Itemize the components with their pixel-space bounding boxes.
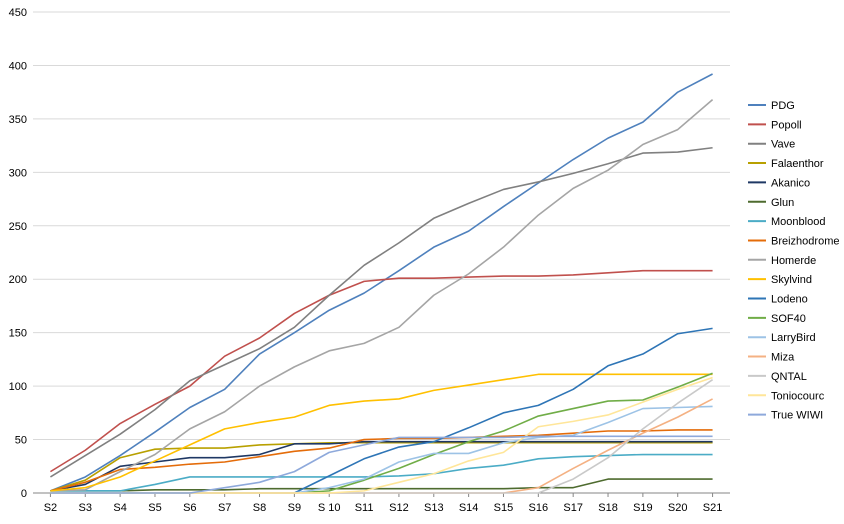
legend-label: Skylvind (771, 274, 812, 286)
y-tick-label: 0 (21, 488, 27, 500)
y-tick-label: 450 (9, 7, 27, 19)
y-tick-label: 300 (9, 167, 27, 179)
series-line-homerde (50, 99, 714, 492)
x-tick-label: S5 (148, 502, 161, 514)
x-tick-label: S20 (668, 502, 688, 514)
y-tick-label: 150 (9, 328, 27, 340)
series-line-falaenthor (50, 441, 713, 492)
x-tick-label: S11 (355, 502, 374, 514)
series-line-moonblood (50, 453, 713, 492)
legend-label: Vave (771, 139, 795, 151)
y-axis-ticks: 0 50 100 150 200 250 300 350 400 450 (9, 7, 27, 500)
series-line-popoll (50, 269, 713, 473)
legend-label: Moonblood (771, 216, 825, 228)
series-line-glun (50, 478, 713, 492)
legend-label: Miza (771, 352, 795, 364)
legend-label: Falaenthor (771, 158, 824, 170)
x-tick-label: S19 (633, 502, 653, 514)
series-line-akanico (50, 440, 713, 492)
series-line-sof40 (50, 372, 713, 494)
legend-label: PDG (771, 100, 795, 112)
series-line-skylvind (50, 373, 713, 492)
x-tick-label: S21 (703, 502, 723, 514)
series-line-breizhodrome (50, 429, 713, 492)
x-tick-label: S16 (529, 502, 549, 514)
legend-label: LarryBird (771, 332, 816, 344)
x-tick-label: S3 (79, 502, 92, 514)
x-tick-label: S17 (563, 502, 583, 514)
x-tick-label: S4 (113, 502, 126, 514)
x-tick-label: S12 (389, 502, 409, 514)
x-tick-label: S6 (183, 502, 196, 514)
x-tick-label: S9 (288, 502, 301, 514)
x-tick-label: S8 (253, 502, 266, 514)
series-line-vave (50, 146, 713, 478)
x-tick-label: S13 (424, 502, 444, 514)
y-tick-label: 250 (9, 221, 27, 233)
y-tick-label: 350 (9, 114, 27, 126)
x-axis-ticks: S2 S3 S4 S5 S6 S7 S8 S9 S 10 S11 S12 S13 S14 S15 S16 S1… (44, 493, 723, 514)
legend-label: True WIWI (771, 410, 823, 422)
gridlines (33, 11, 730, 494)
legend-label: Popoll (771, 119, 802, 131)
x-tick-label: S2 (44, 502, 57, 514)
y-tick-label: 200 (9, 274, 27, 286)
legend-label: Homerde (771, 255, 816, 267)
legend-label: QNTAL (771, 371, 807, 383)
legend-label: Breizhodrome (771, 235, 839, 247)
series-lines (50, 73, 714, 494)
legend: PDG Popoll Vave Falaenthor Akanico Glun Moonbl… (748, 100, 839, 422)
x-tick-label: S7 (218, 502, 231, 514)
x-tick-label: S18 (598, 502, 618, 514)
y-tick-label: 100 (9, 381, 27, 393)
series-line-true-wiwi (50, 435, 713, 494)
legend-label: Lodeno (771, 294, 808, 306)
y-tick-label: 50 (15, 435, 27, 447)
x-tick-label: S15 (494, 502, 514, 514)
legend-label: SOF40 (771, 313, 806, 325)
x-tick-label: S 10 (318, 502, 341, 514)
y-tick-label: 400 (9, 60, 27, 72)
x-tick-label: S14 (459, 502, 479, 514)
legend-label: Akanico (771, 177, 810, 189)
series-line-pdg (50, 73, 713, 492)
legend-label: Glun (771, 197, 794, 209)
legend-label: Toniocourc (771, 390, 825, 402)
